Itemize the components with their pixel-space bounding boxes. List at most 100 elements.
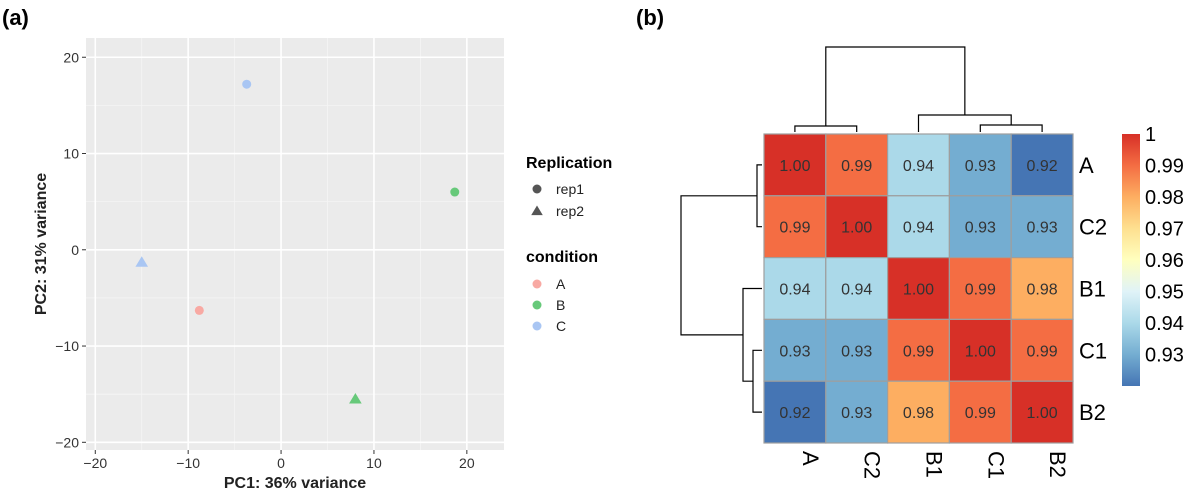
pca-scatter-plot: −20 −10 0 10 20 −20 −10 0 10 20 PC1: 36% variance P… (33, 38, 612, 492)
panel-label-a: (a) (2, 5, 29, 30)
x-tick-label: 0 (277, 455, 285, 471)
heatmap-cell (886, 195, 950, 259)
legend-key-circle (532, 184, 542, 194)
heatmap-cell-value: 0.99 (779, 220, 810, 237)
colorbar-tick-label: 0.94 (1145, 313, 1184, 335)
column-dendrogram-link (794, 125, 858, 132)
heatmap-cell (825, 257, 889, 321)
heatmap-cell-value: 0.94 (841, 282, 872, 299)
legend-title-replication: Replication (526, 155, 612, 172)
plot-background (86, 38, 504, 450)
legend-title-condition: condition (526, 249, 598, 266)
heatmap-cell (763, 380, 827, 444)
heatmap-cell-value: 1.00 (841, 220, 872, 237)
heatmap-cell-value: 1.00 (903, 282, 934, 299)
heatmap-cell-value: 0.93 (779, 343, 810, 360)
y-tick-label: 10 (63, 146, 79, 162)
data-point-circle (450, 187, 460, 197)
heatmap-column-label: C1 (983, 451, 1008, 479)
row-dendrogram-link (752, 349, 762, 413)
row-dendrogram-link (756, 164, 762, 228)
y-axis-title: PC2: 31% variance (33, 173, 50, 315)
heatmap-cell-value: 0.92 (1027, 158, 1058, 175)
colorbar-tick-label: 0.98 (1145, 187, 1184, 209)
heatmap-cell-value: 0.99 (903, 343, 934, 360)
heatmap-cell (886, 133, 950, 197)
x-tick-label: −10 (176, 455, 200, 471)
heatmap-cell (763, 318, 827, 382)
heatmap-cell (1010, 195, 1074, 259)
x-tick-label: 20 (459, 455, 475, 471)
heatmap-cell-value: 1.00 (779, 158, 810, 175)
x-tick-label: −20 (83, 455, 107, 471)
heatmap-cell (886, 318, 950, 382)
legend-label: rep1 (556, 181, 584, 197)
legend-label: rep2 (556, 203, 584, 219)
heatmap-cell-value: 0.98 (903, 405, 934, 422)
heatmap-cell-value: 0.93 (841, 343, 872, 360)
heatmap-cell-value: 0.94 (903, 158, 934, 175)
legend-label: B (556, 297, 565, 313)
legend-key-triangle (531, 205, 543, 216)
heatmap-cell-value: 0.93 (841, 405, 872, 422)
column-dendrogram-link (917, 114, 1012, 132)
colorbar-tick-label: 0.93 (1145, 345, 1184, 367)
heatmap-column-label: A (798, 451, 823, 466)
colorbar-tick-label: 1 (1145, 124, 1156, 146)
data-point-triangle (135, 256, 149, 267)
heatmap-column-label: C2 (860, 451, 885, 479)
heatmap-column-label: B2 (1045, 451, 1070, 478)
correlation-heatmap: 1.00 0.99 0.94 0.93 0.92 0.99 1.00 0.94 0.93 0.93… (680, 46, 1184, 479)
colorbar (1122, 134, 1140, 386)
data-point-triangle (349, 392, 362, 404)
heatmap-cell-value: 0.99 (965, 405, 996, 422)
heatmap-cell-value: 0.92 (779, 405, 810, 422)
y-tick-label: 0 (71, 242, 79, 258)
legend-label: A (556, 276, 566, 292)
heatmap-cell-value: 0.93 (965, 158, 996, 175)
heatmap-cell (886, 380, 950, 444)
column-dendrogram-link (979, 124, 1043, 132)
heatmap-cell-value: 0.93 (1027, 220, 1058, 237)
heatmap-row-label: C2 (1079, 215, 1107, 240)
heatmap-cell-value: 0.99 (1027, 343, 1058, 360)
heatmap-cell (948, 133, 1012, 197)
colorbar-tick-label: 0.96 (1145, 250, 1184, 272)
heatmap-cell-value: 0.99 (965, 282, 996, 299)
y-tick-label: −20 (55, 434, 79, 450)
colorbar-tick-label: 0.95 (1145, 282, 1184, 304)
panel-label-b: (b) (636, 5, 664, 30)
heatmap-row-label: B1 (1079, 277, 1106, 302)
heatmap-cell (1010, 380, 1074, 444)
heatmap-cell-value: 1.00 (1027, 405, 1058, 422)
legend-label: C (556, 318, 566, 334)
heatmap-cell (948, 380, 1012, 444)
heatmap-cell-value: 0.94 (903, 220, 934, 237)
heatmap-cell-value: 0.93 (965, 220, 996, 237)
column-dendrogram-link (825, 46, 966, 126)
y-tick-label: −10 (55, 338, 79, 354)
heatmap-column-label: B1 (922, 451, 947, 478)
heatmap-cell (886, 257, 950, 321)
data-point-circle (242, 79, 252, 89)
colorbar-tick-label: 0.99 (1145, 156, 1184, 178)
heatmap-cell (948, 318, 1012, 382)
heatmap-cell-value: 1.00 (965, 343, 996, 360)
legend-key-circle (532, 300, 542, 310)
heatmap-cell (1010, 133, 1074, 197)
x-axis-title: PC1: 36% variance (224, 475, 366, 492)
heatmap-row-label: C1 (1079, 338, 1107, 363)
heatmap-row-label: A (1079, 153, 1094, 178)
heatmap-cell-value: 0.99 (841, 158, 872, 175)
legend-key-circle (532, 321, 542, 331)
row-dendrogram-link (680, 195, 757, 336)
colorbar-tick-label: 0.97 (1145, 219, 1184, 241)
heatmap-cell (948, 257, 1012, 321)
heatmap-row-label: B2 (1079, 400, 1106, 425)
heatmap-cell (763, 195, 827, 259)
heatmap-cell (1010, 318, 1074, 382)
y-tick-label: 20 (63, 49, 79, 65)
heatmap-cell-value: 0.94 (779, 282, 810, 299)
heatmap-cell (825, 380, 889, 444)
